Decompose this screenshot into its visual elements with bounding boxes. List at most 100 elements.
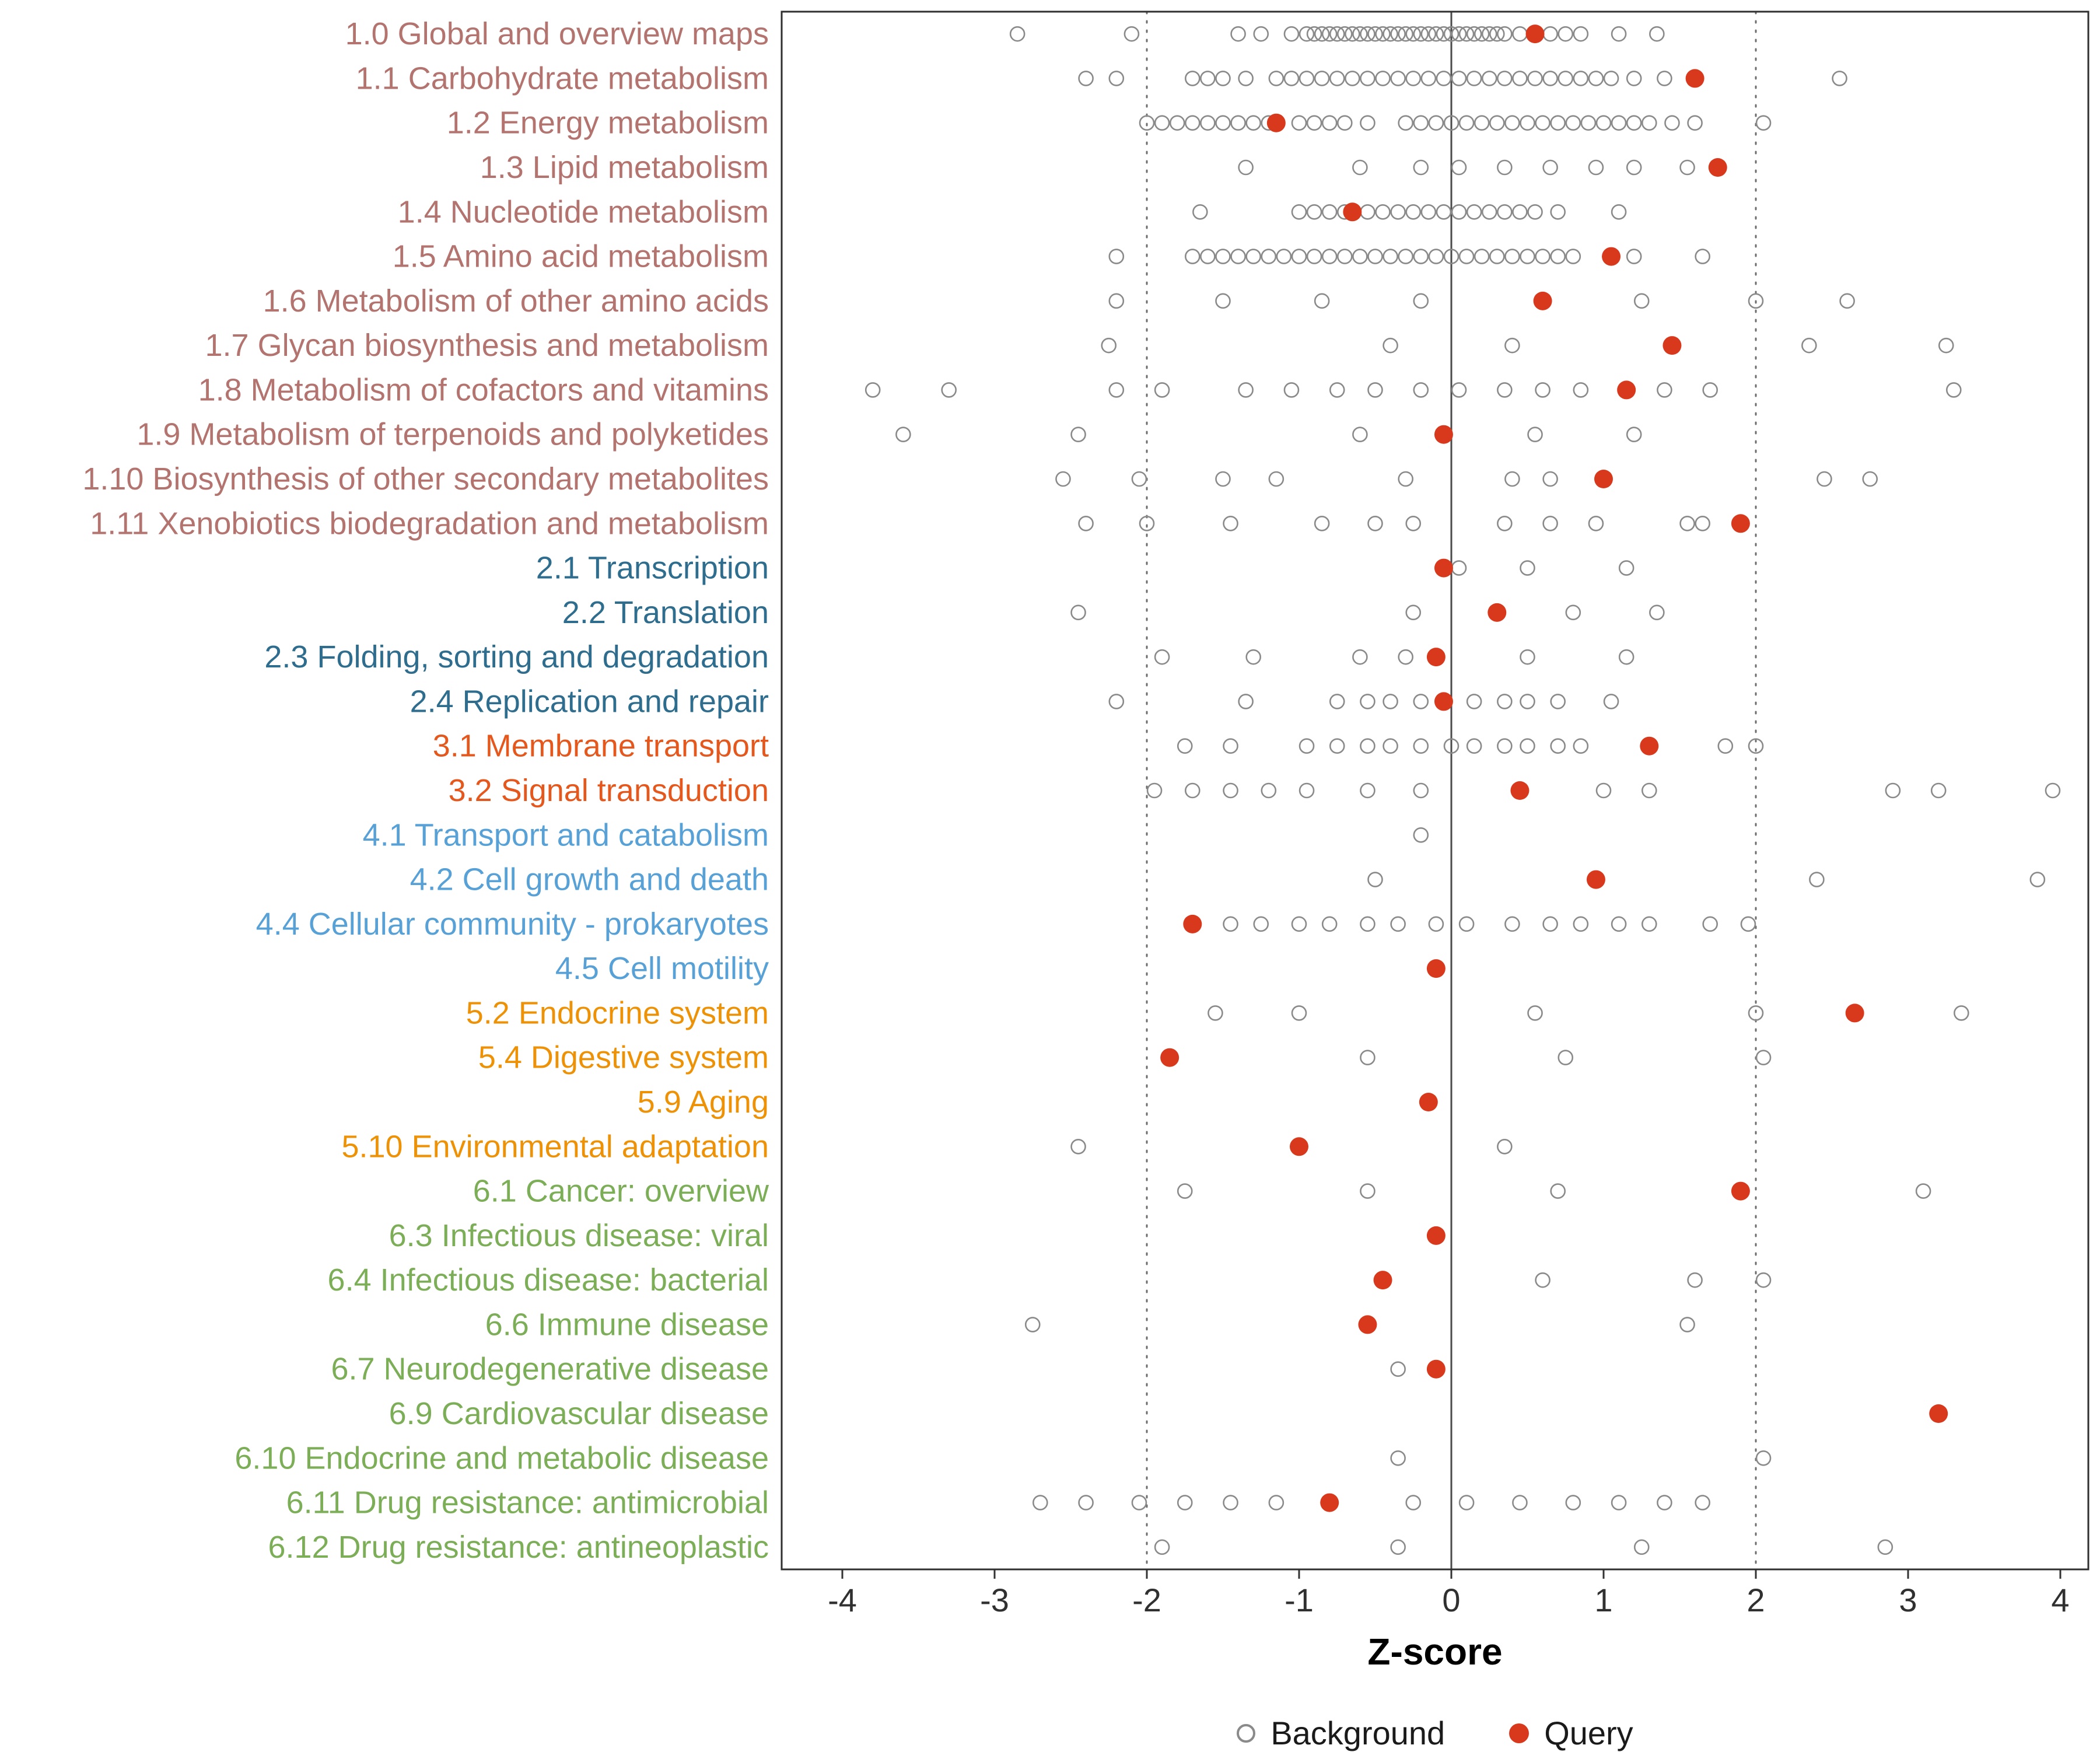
legend-item-background: Background (1237, 1714, 1445, 1752)
category-label: 5.2 Endocrine system (466, 995, 769, 1030)
background-point (1306, 249, 1322, 264)
background-point (1497, 738, 1513, 754)
background-point (1642, 782, 1657, 799)
background-point (1245, 649, 1261, 665)
background-point (1603, 694, 1619, 709)
background-point (1527, 426, 1543, 443)
legend: Background Query (782, 1714, 2088, 1752)
background-point (1642, 916, 1657, 932)
background-point (1245, 115, 1261, 131)
background-point (1474, 26, 1490, 42)
background-point (1215, 71, 1231, 86)
background-point (1443, 115, 1460, 131)
background-point (1550, 738, 1566, 754)
background-point (1291, 115, 1307, 131)
background-point (1230, 26, 1246, 42)
background-point (1466, 71, 1482, 86)
category-label: 1.4 Nucleotide metabolism (398, 194, 769, 229)
background-point (1535, 1272, 1550, 1288)
background-point (1390, 71, 1406, 86)
query-point (1929, 1404, 1948, 1423)
background-point (1200, 115, 1216, 131)
background-point (1520, 694, 1535, 709)
dot-plot-canvas: 1.0 Global and overview maps 1.1 Carbohyd… (82, 11, 2090, 1618)
background-point (1215, 115, 1231, 131)
background-point (1192, 204, 1208, 220)
background-point (1611, 916, 1627, 932)
background-point (1024, 1317, 1041, 1333)
background-point (1512, 26, 1528, 42)
category-label: 4.2 Cell growth and death (410, 862, 769, 897)
background-point (1611, 115, 1627, 131)
background-point (1915, 1183, 1931, 1199)
background-point (1398, 26, 1413, 42)
background-point (1382, 26, 1398, 42)
category-label: 6.10 Endocrine and metabolic disease (235, 1440, 769, 1475)
background-point (1550, 249, 1566, 264)
background-point (1436, 204, 1452, 220)
background-point (1345, 71, 1360, 86)
background-point (1443, 738, 1460, 754)
background-point (1398, 471, 1413, 487)
background-point (1375, 204, 1391, 220)
background-point (1154, 382, 1170, 398)
background-point (1261, 249, 1277, 264)
category-label: 6.11 Drug resistance: antimicrobial (286, 1485, 769, 1520)
background-point (1070, 1138, 1086, 1155)
background-point (1588, 515, 1604, 531)
x-tick-label: -2 (1132, 1582, 1161, 1618)
category-label: 6.12 Drug resistance: antineoplastic (268, 1530, 769, 1565)
background-point (1215, 293, 1231, 309)
background-point (1458, 115, 1475, 131)
background-point (1398, 249, 1413, 264)
background-point (1535, 382, 1550, 398)
background-point (1108, 71, 1125, 86)
background-point (1504, 249, 1520, 264)
background-point (1200, 71, 1216, 86)
category-label: 2.1 Transcription (536, 551, 769, 586)
query-point (1685, 69, 1704, 88)
background-point (1558, 71, 1574, 86)
background-point (1573, 738, 1589, 754)
background-point (1420, 71, 1437, 86)
background-point (1283, 26, 1300, 42)
query-point (1845, 1003, 1864, 1023)
query-point (1662, 336, 1682, 355)
background-point (1458, 249, 1475, 264)
background-point (1573, 71, 1589, 86)
background-point (1489, 115, 1505, 131)
background-point (1535, 115, 1550, 131)
background-point (1390, 1450, 1406, 1466)
background-point (1717, 738, 1734, 754)
background-point (1687, 1272, 1703, 1288)
background-point (1695, 249, 1710, 264)
x-tick-label: 1 (1594, 1582, 1612, 1618)
background-point (1108, 293, 1125, 309)
background-point (1862, 471, 1878, 487)
background-point (1238, 71, 1254, 86)
background-point (1413, 382, 1429, 398)
background-point (1520, 249, 1535, 264)
background-point (1146, 782, 1163, 799)
background-point (1177, 738, 1193, 754)
category-label: 4.5 Cell motility (555, 951, 769, 986)
background-point (1185, 249, 1200, 264)
category-label: 1.11 Xenobiotics biodegradation and meta… (90, 506, 769, 541)
category-label: 3.1 Membrane transport (433, 729, 769, 764)
background-point (1497, 204, 1513, 220)
background-point (1375, 26, 1391, 42)
category-label: 1.0 Global and overview maps (345, 16, 769, 51)
panel-border (780, 11, 2090, 1571)
query-point (1373, 1271, 1392, 1290)
background-point (1223, 782, 1238, 799)
category-label: 2.3 Folding, sorting and degradation (264, 639, 769, 674)
category-label: 6.1 Cancer: overview (473, 1174, 769, 1209)
background-point (1603, 71, 1619, 86)
background-point (1542, 26, 1558, 42)
background-point (1298, 782, 1315, 799)
background-point (1748, 1005, 1764, 1021)
background-point (1200, 249, 1216, 264)
query-point (1419, 1093, 1438, 1111)
background-point (1504, 471, 1520, 487)
legend-label-background: Background (1270, 1715, 1446, 1751)
